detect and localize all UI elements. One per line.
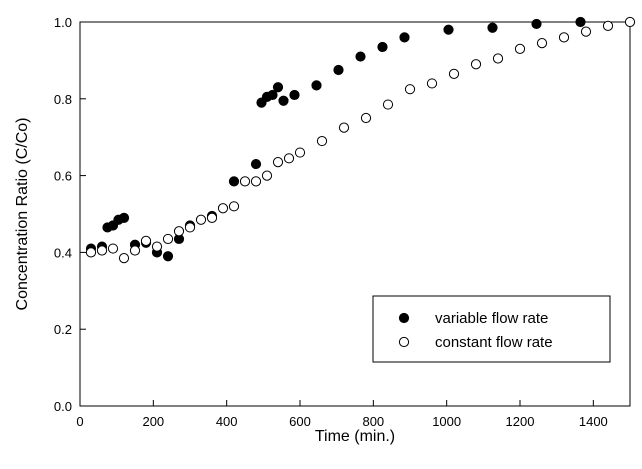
data-point-variable-flow <box>443 24 454 35</box>
data-point-constant-flow <box>536 38 548 49</box>
y-tick-label: 0.4 <box>54 245 72 260</box>
data-point-constant-flow <box>448 68 460 79</box>
data-point-variable-flow <box>278 95 289 106</box>
legend-box <box>372 295 611 363</box>
data-point-constant-flow <box>206 212 218 223</box>
data-point-constant-flow <box>404 84 416 95</box>
data-point-variable-flow <box>311 80 322 91</box>
data-point-variable-flow <box>272 82 284 93</box>
y-axis-title: Concentration Ratio (C/Co) <box>14 118 31 311</box>
data-point-variable-flow <box>267 89 278 101</box>
y-tick-label: 0.8 <box>54 92 72 107</box>
data-point-constant-flow <box>228 201 240 212</box>
data-point-constant-flow <box>558 32 570 43</box>
data-point-constant-flow <box>217 203 229 214</box>
plot-frame <box>79 21 631 407</box>
data-point-constant-flow <box>129 245 141 256</box>
data-point-constant-flow <box>140 235 152 246</box>
data-point-constant-flow <box>261 170 273 181</box>
data-point-constant-flow <box>250 176 262 187</box>
data-point-constant-flow <box>239 176 251 187</box>
x-tick-label: 800 <box>362 414 384 429</box>
x-tick-label: 400 <box>216 414 238 429</box>
data-point-variable-flow <box>228 176 240 187</box>
x-tick-label: 0 <box>76 414 83 429</box>
x-tick-label: 1000 <box>432 414 461 429</box>
data-point-variable-flow <box>399 32 410 43</box>
x-tick-label: 1200 <box>506 414 535 429</box>
data-point-variable-flow <box>531 18 542 30</box>
data-point-constant-flow <box>294 147 306 158</box>
data-point-constant-flow <box>151 241 163 252</box>
y-tick-label: 0.6 <box>54 169 72 184</box>
data-point-variable-flow <box>333 64 344 76</box>
y-tick-label: 0.0 <box>54 399 72 414</box>
data-point-variable-flow <box>289 89 300 101</box>
data-point-constant-flow <box>360 112 372 124</box>
data-point-constant-flow <box>184 222 196 233</box>
legend-marker-constant-flow <box>398 336 410 348</box>
data-point-constant-flow <box>492 53 504 64</box>
data-point-constant-flow <box>173 226 185 237</box>
data-point-constant-flow <box>470 59 482 70</box>
y-tick-label: 0.2 <box>54 322 72 337</box>
data-point-constant-flow <box>272 157 284 168</box>
data-point-constant-flow <box>96 245 108 256</box>
y-tick-label: 1.0 <box>54 15 72 30</box>
data-point-constant-flow <box>338 122 350 133</box>
data-point-constant-flow <box>85 247 97 258</box>
data-point-constant-flow <box>514 43 526 54</box>
axes <box>79 21 631 407</box>
data-point-constant-flow <box>316 135 328 147</box>
data-point-constant-flow <box>195 214 207 225</box>
x-tick-label: 1400 <box>579 414 608 429</box>
data-point-variable-flow <box>118 212 130 223</box>
data-point-constant-flow <box>283 153 295 164</box>
legend-label-variable-flow: variable flow rate <box>435 310 548 327</box>
data-point-variable-flow <box>250 158 262 170</box>
data-point-variable-flow <box>487 22 498 33</box>
legend: variable flow rate constant flow rate <box>372 295 611 363</box>
data-point-constant-flow <box>602 20 614 31</box>
data-point-constant-flow <box>580 26 592 37</box>
x-axis-title: Time (min.) <box>315 428 395 445</box>
x-tick-label: 600 <box>289 414 311 429</box>
data-point-constant-flow <box>426 78 438 89</box>
data-point-variable-flow <box>162 251 174 262</box>
data-point-variable-flow <box>575 16 586 28</box>
data-point-constant-flow <box>107 243 119 254</box>
data-point-variable-flow <box>355 51 366 62</box>
legend-marker-variable-flow <box>398 312 410 324</box>
ticks: 0 200 400 600 800 1000 1200 1400 0.0 0.2 0.4 0.6 0.8… <box>54 15 608 429</box>
data-point-constant-flow <box>382 99 394 110</box>
data-points <box>85 16 636 264</box>
data-point-constant-flow <box>162 233 174 245</box>
data-point-constant-flow <box>624 16 636 28</box>
data-point-constant-flow <box>118 253 130 264</box>
data-point-variable-flow <box>377 41 388 53</box>
legend-label-constant-flow: constant flow rate <box>435 334 553 351</box>
x-tick-label: 200 <box>142 414 164 429</box>
